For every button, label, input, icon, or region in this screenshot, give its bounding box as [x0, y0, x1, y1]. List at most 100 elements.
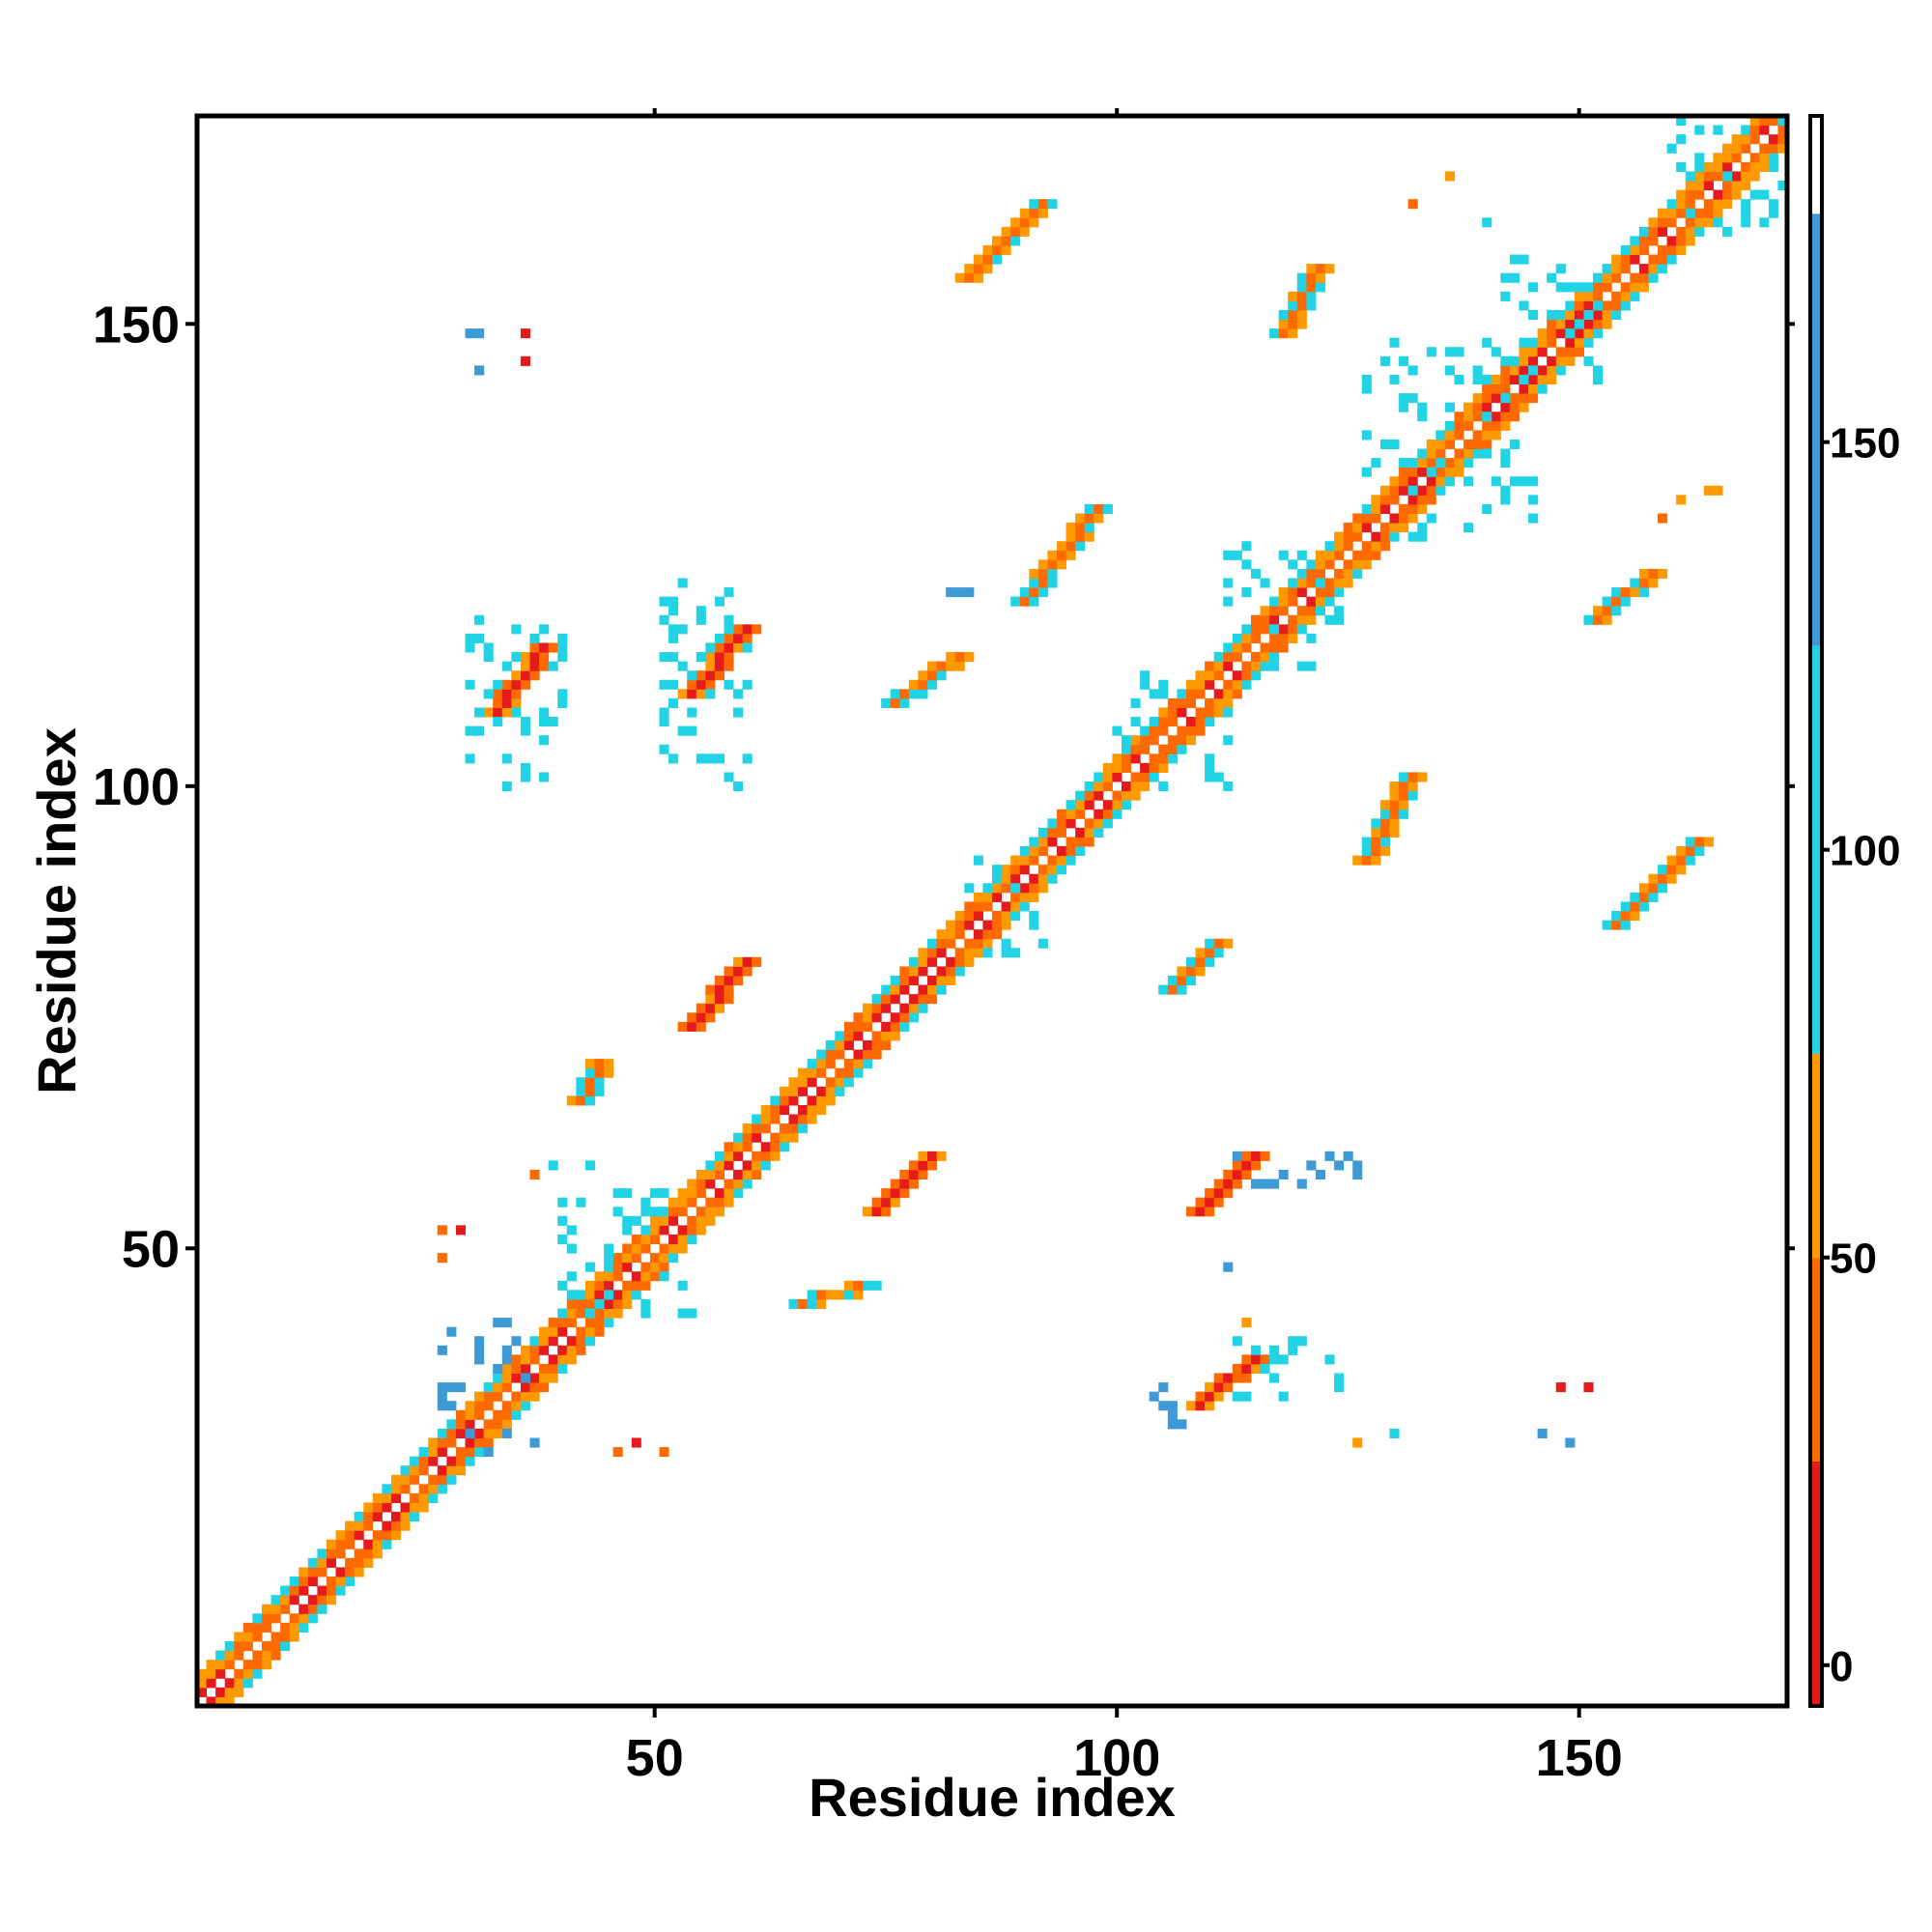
heatmap-cell	[1019, 883, 1030, 894]
heatmap-cell	[557, 689, 568, 699]
heatmap-cell	[1759, 153, 1770, 163]
heatmap-cell	[724, 661, 734, 671]
heatmap-cell	[1426, 485, 1436, 496]
heatmap-cell	[1371, 827, 1381, 838]
heatmap-cell	[1205, 762, 1215, 773]
heatmap-cell	[1371, 846, 1381, 857]
heatmap-cell	[1029, 911, 1039, 922]
heatmap-cell	[1722, 171, 1733, 182]
heatmap-cell	[649, 1253, 660, 1264]
heatmap-cell	[511, 697, 522, 708]
heatmap-cell	[1149, 717, 1159, 727]
heatmap-cell	[696, 1215, 706, 1226]
heatmap-cell	[1602, 300, 1612, 311]
heatmap-cell	[714, 1151, 724, 1161]
heatmap-cell	[1213, 1179, 1224, 1189]
heatmap-cell	[1250, 1160, 1262, 1171]
heatmap-cell	[1602, 272, 1612, 283]
heatmap-cell	[899, 975, 910, 986]
heatmap-cell	[1509, 254, 1520, 265]
heatmap-cell	[1334, 1160, 1345, 1171]
heatmap-cell	[1223, 679, 1234, 690]
heatmap-cell	[1482, 430, 1492, 440]
heatmap-cell	[1749, 161, 1760, 172]
heatmap-cell	[557, 1308, 568, 1319]
heatmap-cell	[1260, 1363, 1270, 1374]
heatmap-cell	[1555, 264, 1566, 274]
heatmap-cell	[779, 1095, 789, 1106]
heatmap-cell	[1426, 476, 1436, 487]
heatmap-cell	[1306, 282, 1317, 293]
heatmap-cell	[1056, 846, 1067, 857]
heatmap-cell	[345, 1530, 355, 1541]
colorbar-tick-label: 150	[1830, 420, 1900, 468]
heatmap-cell	[1620, 244, 1631, 256]
heatmap-cell	[1602, 264, 1612, 274]
heatmap-cell	[1611, 264, 1622, 274]
heatmap-cell	[539, 707, 550, 718]
heatmap-cell	[871, 1280, 882, 1291]
heatmap-cell	[594, 1308, 605, 1319]
heatmap-cell	[1399, 790, 1409, 801]
heatmap-cell	[992, 254, 1003, 265]
heatmap-cell	[1195, 1401, 1206, 1411]
heatmap-cell	[649, 1234, 660, 1245]
heatmap-cell	[1676, 116, 1687, 127]
heatmap-cell	[1602, 606, 1612, 616]
heatmap-cell	[594, 1086, 605, 1096]
heatmap-cell	[1407, 467, 1418, 477]
heatmap-cell	[410, 1512, 420, 1522]
heatmap-cell	[724, 633, 734, 643]
heatmap-cell	[1112, 753, 1122, 764]
heatmap-cell	[539, 772, 550, 782]
heatmap-cell	[1676, 161, 1687, 172]
heatmap-cell	[566, 1271, 577, 1282]
heatmap-cell	[1611, 291, 1622, 301]
heatmap-cell	[982, 883, 993, 894]
heatmap-cell	[1001, 911, 1011, 922]
heatmap-cell	[501, 679, 512, 690]
heatmap-cell	[1130, 735, 1141, 746]
heatmap-cell	[1306, 614, 1317, 625]
heatmap-cell	[1741, 180, 1751, 191]
heatmap-cell	[742, 1179, 753, 1189]
heatmap-cell	[659, 1243, 669, 1254]
heatmap-cell	[742, 642, 753, 653]
heatmap-cell	[557, 1354, 568, 1365]
heatmap-cell	[890, 1179, 900, 1189]
heatmap-cell	[197, 1678, 208, 1689]
heatmap-cell	[511, 689, 522, 699]
heatmap-cell	[1426, 513, 1436, 524]
heatmap-cell	[1666, 254, 1677, 265]
heatmap-cell	[705, 1003, 716, 1013]
heatmap-cell	[1638, 587, 1649, 598]
heatmap-cell	[1379, 439, 1390, 450]
heatmap-cell	[501, 1318, 512, 1328]
heatmap-cell	[1768, 161, 1778, 172]
heatmap-cell	[1407, 458, 1418, 469]
heatmap-cell	[1269, 661, 1280, 671]
heatmap-cell	[1547, 337, 1557, 348]
heatmap-cell	[1130, 781, 1141, 792]
heatmap-cell	[1389, 800, 1400, 810]
heatmap-cell	[1010, 217, 1021, 228]
heatmap-cell	[1232, 633, 1242, 643]
heatmap-cell	[1324, 578, 1335, 588]
heatmap-cell	[687, 1188, 697, 1199]
heatmap-cell	[1047, 855, 1058, 866]
heatmap-cell	[1223, 735, 1234, 746]
heatmap-cell	[816, 1059, 827, 1069]
heatmap-cell	[890, 984, 900, 995]
heatmap-cell	[474, 1345, 485, 1355]
heatmap-cell	[1722, 226, 1733, 237]
heatmap-cell	[1269, 606, 1280, 616]
heatmap-cell	[1029, 855, 1039, 866]
heatmap-cell	[1528, 337, 1539, 348]
heatmap-cell	[455, 1447, 467, 1458]
heatmap-cell	[1260, 642, 1270, 653]
colorbar-band	[1810, 1053, 1822, 1258]
heatmap-cell	[1454, 448, 1464, 459]
heatmap-cell	[843, 1039, 854, 1051]
heatmap-cell	[1371, 495, 1381, 505]
heatmap-cell	[871, 1197, 882, 1208]
